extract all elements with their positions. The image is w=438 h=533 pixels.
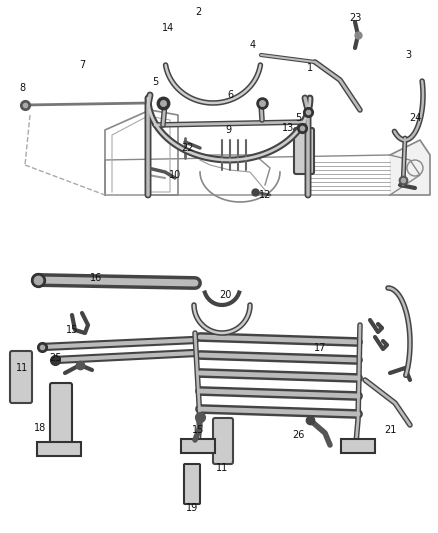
Polygon shape [390,140,430,195]
Text: 11: 11 [16,363,28,373]
Text: 23: 23 [349,13,361,23]
Text: 18: 18 [34,423,46,433]
Text: 1: 1 [307,63,313,73]
Text: 14: 14 [162,23,174,33]
Text: 7: 7 [79,60,85,70]
Text: 22: 22 [182,143,194,153]
Text: 26: 26 [292,430,304,440]
Text: 17: 17 [314,343,326,353]
Text: 16: 16 [90,273,102,283]
FancyBboxPatch shape [294,128,314,174]
FancyBboxPatch shape [37,442,81,456]
Text: 5: 5 [295,113,301,123]
FancyBboxPatch shape [184,464,200,504]
Text: 8: 8 [19,83,25,93]
FancyBboxPatch shape [10,351,32,403]
Text: 10: 10 [169,170,181,180]
Text: 13: 13 [282,123,294,133]
Text: 15: 15 [192,425,204,435]
Text: 11: 11 [216,463,228,473]
FancyBboxPatch shape [50,383,72,449]
Text: 24: 24 [409,113,421,123]
Text: 9: 9 [225,125,231,135]
FancyBboxPatch shape [213,418,233,464]
Text: 25: 25 [49,353,61,363]
Text: 12: 12 [259,190,271,200]
Text: 5: 5 [152,77,158,87]
FancyBboxPatch shape [181,439,215,453]
Text: 4: 4 [250,40,256,50]
FancyBboxPatch shape [341,439,375,453]
Text: 2: 2 [195,7,201,17]
Text: 15: 15 [66,325,78,335]
Text: 19: 19 [186,503,198,513]
Text: 3: 3 [405,50,411,60]
Text: 21: 21 [384,425,396,435]
Text: 6: 6 [227,90,233,100]
Text: 20: 20 [219,290,231,300]
